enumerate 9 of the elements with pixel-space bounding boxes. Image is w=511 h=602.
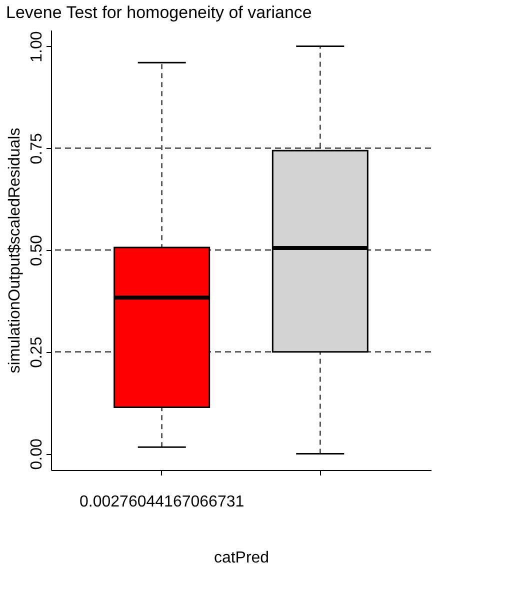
y-tick-label: 0.25 [28,336,46,368]
chart-title: Levene Test for homogeneity of variance [6,3,312,22]
x-tick-label: 0.00276044167066731 [80,494,244,510]
y-axis-title: simulationOutput$scaledResiduals [6,128,24,374]
y-tick-label: 1.00 [28,31,46,62]
y-tick-label: 0.75 [28,132,46,164]
y-tick-label: 0.50 [28,234,46,266]
y-tick-label: 0.00 [28,438,46,470]
x-axis-title: catPred [214,550,270,566]
